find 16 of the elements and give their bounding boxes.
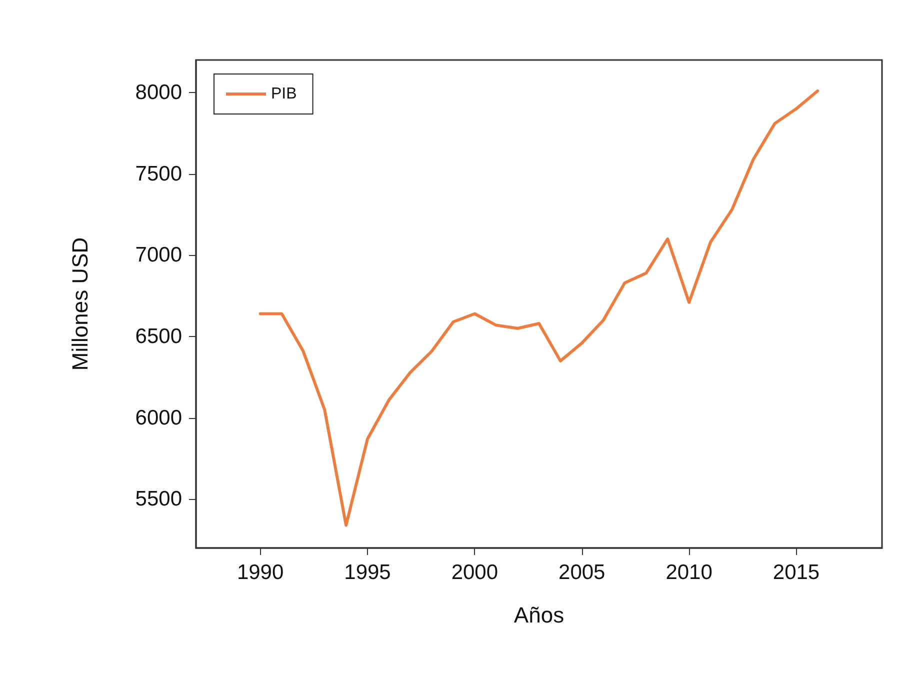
x-tick-label: 1990 [236, 561, 284, 584]
y-tick-label: 7000 [135, 244, 182, 267]
y-axis-title: Millones USD [68, 237, 92, 371]
x-tick-label: 1995 [344, 561, 391, 584]
line-series [258, 89, 820, 527]
x-tick-label: 2015 [772, 561, 820, 584]
x-tick-label: 2000 [451, 561, 498, 584]
legend-label: PIB [271, 86, 297, 102]
y-tick-label: 8000 [135, 81, 182, 104]
x-tick-label: 2010 [666, 561, 712, 584]
y-tick-label: 5500 [135, 488, 182, 511]
x-axis-title: Años [514, 602, 564, 628]
y-tick-label: 7500 [135, 162, 182, 186]
y-tick-label: 6500 [135, 325, 182, 348]
y-tick-label: 6000 [135, 406, 182, 430]
x-tick-label: 2005 [558, 561, 606, 584]
